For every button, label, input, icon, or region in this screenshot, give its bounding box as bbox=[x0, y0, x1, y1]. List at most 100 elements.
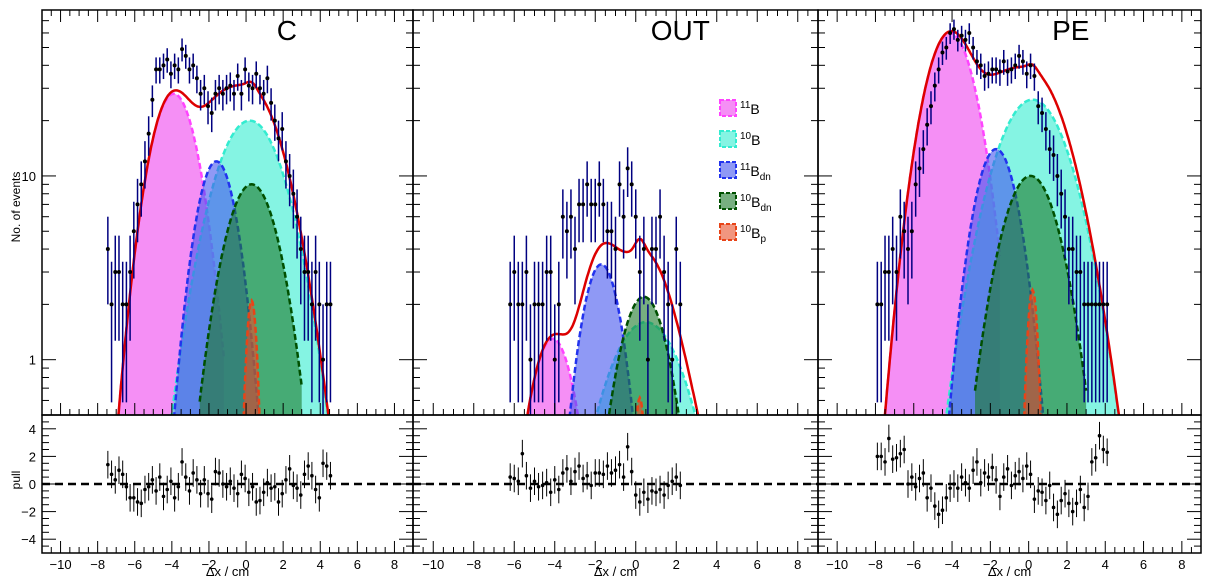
data-point bbox=[886, 270, 891, 275]
pull-point bbox=[109, 472, 114, 477]
pull-point bbox=[154, 489, 158, 493]
y-axis-label-bottom: pull bbox=[9, 471, 23, 490]
pull-tick-label: 2 bbox=[29, 449, 36, 464]
pull-point bbox=[883, 460, 887, 464]
pull-point bbox=[921, 471, 926, 475]
pull-point bbox=[324, 464, 329, 468]
pull-point bbox=[605, 464, 610, 468]
legend-label-b11: 11B bbox=[740, 100, 760, 117]
data-point bbox=[512, 270, 517, 275]
pull-point bbox=[1032, 497, 1037, 501]
data-point bbox=[269, 100, 274, 105]
pull-point bbox=[321, 461, 325, 466]
data-point bbox=[666, 302, 671, 307]
data-point bbox=[890, 247, 895, 252]
data-point bbox=[246, 83, 251, 88]
component-b10dn-curve bbox=[198, 183, 303, 402]
data-point bbox=[183, 53, 188, 58]
data-point bbox=[540, 302, 545, 307]
data-point bbox=[898, 214, 903, 219]
pull-point bbox=[544, 480, 549, 485]
legend-base: B bbox=[750, 101, 759, 117]
x-tick-label: 2 bbox=[280, 557, 287, 572]
pull-point bbox=[573, 469, 577, 474]
legend-sub: dn bbox=[760, 203, 771, 214]
x-tick-label: 6 bbox=[754, 557, 761, 572]
pull-point bbox=[585, 473, 589, 478]
component-b10-curve bbox=[945, 98, 1120, 415]
pull-point bbox=[894, 455, 899, 460]
data-point bbox=[1070, 247, 1075, 252]
data-point bbox=[1040, 111, 1045, 116]
x-tick-label: 0 bbox=[242, 557, 249, 572]
data-point bbox=[658, 214, 663, 219]
pull-point bbox=[202, 478, 207, 482]
pull-point bbox=[540, 483, 545, 488]
data-point bbox=[678, 302, 683, 307]
pull-point bbox=[508, 475, 512, 479]
pull-point bbox=[569, 479, 573, 484]
data-point bbox=[187, 67, 192, 72]
x-tick-label: −2 bbox=[983, 557, 998, 572]
data-point bbox=[936, 67, 941, 72]
pull-point bbox=[213, 469, 218, 474]
data-point bbox=[589, 202, 594, 207]
pull-point bbox=[617, 462, 622, 467]
data-point bbox=[239, 91, 244, 96]
data-point bbox=[963, 37, 968, 42]
pull-point bbox=[959, 475, 964, 479]
data-point bbox=[971, 45, 976, 50]
data-point bbox=[209, 111, 214, 116]
pull-tick-label: 0 bbox=[29, 477, 36, 492]
data-point bbox=[902, 229, 907, 234]
x-tick-label: −4 bbox=[547, 557, 562, 572]
x-axis-label: Δx / cm bbox=[206, 564, 249, 579]
pull-point bbox=[516, 479, 521, 484]
data-point bbox=[597, 182, 602, 187]
data-point bbox=[1017, 53, 1022, 58]
data-point bbox=[257, 86, 262, 91]
pull-point bbox=[276, 500, 281, 504]
pull-point bbox=[917, 476, 922, 481]
pull-point bbox=[235, 491, 240, 496]
data-point bbox=[1013, 63, 1018, 68]
data-point bbox=[621, 214, 626, 219]
pull-point bbox=[165, 487, 170, 492]
pull-point bbox=[601, 472, 606, 477]
pull-point bbox=[967, 486, 972, 490]
pull-point bbox=[929, 486, 933, 490]
pull-point bbox=[143, 487, 147, 492]
data-point bbox=[932, 83, 937, 88]
data-point bbox=[217, 86, 222, 91]
pull-point bbox=[613, 468, 618, 473]
data-point bbox=[564, 229, 569, 234]
data-point bbox=[298, 247, 303, 252]
x-tick-label: 0 bbox=[632, 557, 639, 572]
pull-point bbox=[265, 480, 270, 485]
pull-point bbox=[975, 460, 979, 464]
pull-point bbox=[638, 500, 642, 504]
data-point bbox=[986, 71, 991, 76]
data-point bbox=[157, 67, 162, 72]
data-point bbox=[573, 247, 577, 252]
data-point bbox=[198, 91, 203, 96]
x-tick-label: 6 bbox=[1140, 557, 1147, 572]
pull-point bbox=[295, 486, 299, 490]
plot-area bbox=[105, 38, 333, 415]
pull-point bbox=[879, 454, 883, 459]
x-tick-label: −10 bbox=[422, 557, 444, 572]
data-point bbox=[625, 166, 630, 171]
data-point bbox=[1020, 59, 1025, 64]
pull-point bbox=[577, 464, 581, 468]
pull-point bbox=[183, 475, 188, 479]
data-point bbox=[220, 91, 225, 96]
data-point bbox=[116, 270, 121, 275]
data-point bbox=[544, 270, 549, 275]
data-point bbox=[202, 86, 207, 91]
data-point bbox=[283, 159, 288, 164]
data-point bbox=[228, 83, 233, 88]
pull-point bbox=[187, 489, 192, 493]
pull-tick-label: 4 bbox=[29, 422, 36, 437]
data-point bbox=[649, 247, 654, 252]
pull-point bbox=[936, 512, 941, 517]
